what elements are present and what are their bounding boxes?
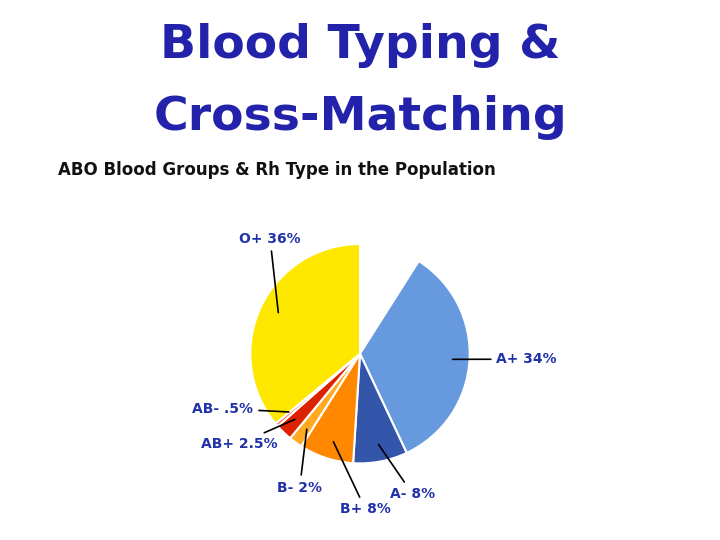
Wedge shape	[353, 354, 407, 463]
Text: A+ 34%: A+ 34%	[453, 352, 557, 366]
Text: B- 2%: B- 2%	[277, 429, 322, 495]
Text: ABO Blood Groups & Rh Type in the Population: ABO Blood Groups & Rh Type in the Popula…	[58, 161, 495, 179]
Wedge shape	[278, 354, 360, 438]
Wedge shape	[276, 354, 360, 426]
Text: AB- .5%: AB- .5%	[192, 402, 289, 416]
Text: Cross-Matching: Cross-Matching	[153, 96, 567, 140]
Text: B+ 8%: B+ 8%	[333, 442, 391, 516]
Wedge shape	[360, 244, 419, 354]
Wedge shape	[301, 354, 360, 463]
Wedge shape	[290, 354, 360, 447]
Wedge shape	[251, 244, 360, 423]
Text: A- 8%: A- 8%	[379, 444, 435, 501]
Wedge shape	[360, 261, 469, 453]
Text: AB+ 2.5%: AB+ 2.5%	[201, 420, 295, 451]
Text: O+ 36%: O+ 36%	[239, 232, 301, 313]
Text: Blood Typing &: Blood Typing &	[160, 23, 560, 68]
